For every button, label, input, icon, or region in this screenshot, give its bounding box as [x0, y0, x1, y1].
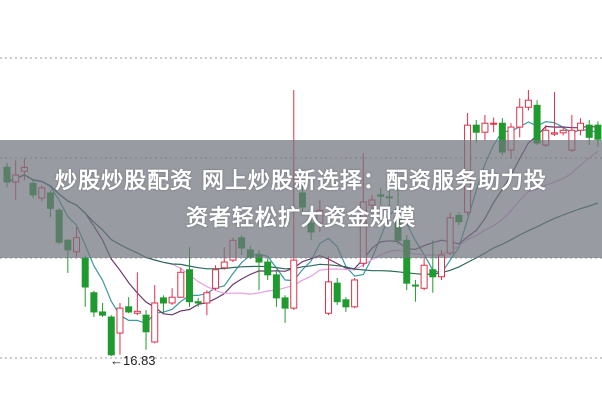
- candle-body: [481, 122, 489, 133]
- candle-body: [203, 292, 211, 304]
- candle-body: [177, 271, 185, 298]
- candle-body: [116, 307, 124, 334]
- candle-body: [159, 297, 167, 304]
- candle-body: [333, 282, 341, 303]
- candle: [490, 117, 498, 133]
- low-price-annotation: ←16.83: [110, 353, 156, 368]
- candle-body: [220, 261, 228, 269]
- candle: [99, 302, 107, 318]
- headline: 炒股炒股配资 网上炒股新选择：配资服务助力投 资者轻松扩大资金规模: [0, 163, 602, 237]
- candle: [351, 278, 359, 309]
- candle: [272, 269, 280, 307]
- candle: [177, 267, 185, 298]
- candle: [212, 265, 220, 291]
- candle-body: [272, 274, 280, 299]
- candle: [116, 302, 124, 355]
- candle-body: [194, 301, 202, 304]
- candle-body: [142, 314, 150, 333]
- candle-body: [185, 269, 193, 303]
- candle-body: [290, 259, 298, 309]
- candle-body: [107, 316, 115, 356]
- candle: [194, 297, 202, 307]
- candle: [411, 279, 419, 302]
- candle: [168, 288, 176, 305]
- candle-body: [550, 132, 558, 135]
- candle-body: [524, 99, 532, 108]
- candle: [516, 98, 524, 138]
- candle-body: [125, 306, 133, 313]
- candle: [325, 256, 333, 316]
- candle-body: [264, 261, 272, 276]
- headline-line-2: 资者轻松扩大资金规模: [185, 206, 416, 231]
- candle-body: [90, 292, 98, 313]
- candle: [481, 114, 489, 141]
- candle: [550, 91, 558, 137]
- candle: [533, 100, 541, 145]
- candle-body: [516, 106, 524, 128]
- candle: [125, 297, 133, 314]
- headline-banner: [0, 140, 602, 258]
- candle: [107, 315, 115, 357]
- candle-body: [472, 124, 480, 133]
- candle-body: [490, 122, 498, 125]
- candle: [133, 272, 141, 316]
- candle: [90, 290, 98, 318]
- candle: [342, 297, 350, 312]
- candle: [151, 285, 159, 344]
- candle-body: [325, 281, 333, 314]
- candle-body: [133, 310, 141, 314]
- candle: [472, 120, 480, 143]
- candle-body: [281, 297, 289, 309]
- candle: [559, 127, 567, 136]
- candle: [159, 295, 167, 314]
- candle: [81, 255, 89, 307]
- candle-body: [342, 299, 350, 308]
- candle: [281, 295, 289, 323]
- candle-body: [151, 302, 159, 343]
- candle-body: [438, 254, 445, 278]
- candle-body: [585, 124, 593, 138]
- candle: [524, 89, 532, 111]
- candle-body: [168, 296, 176, 304]
- candle-body: [594, 124, 602, 140]
- candle-body: [420, 264, 428, 289]
- headline-line-1: 炒股炒股配资 网上炒股新选择：配资服务助力投: [55, 169, 547, 194]
- candle-body: [99, 311, 107, 316]
- candle-body: [351, 279, 359, 308]
- candle: [264, 258, 272, 280]
- candle-body: [559, 129, 567, 134]
- candle-body: [411, 284, 419, 287]
- candle-body: [212, 269, 220, 289]
- candle-body: [577, 122, 585, 131]
- candle: [577, 118, 585, 136]
- candle-body: [533, 104, 541, 144]
- candle: [420, 256, 428, 291]
- candle-body: [81, 257, 89, 288]
- candle: [333, 278, 341, 305]
- candle: [203, 290, 211, 316]
- candle: [142, 310, 150, 350]
- candle-body: [429, 269, 437, 278]
